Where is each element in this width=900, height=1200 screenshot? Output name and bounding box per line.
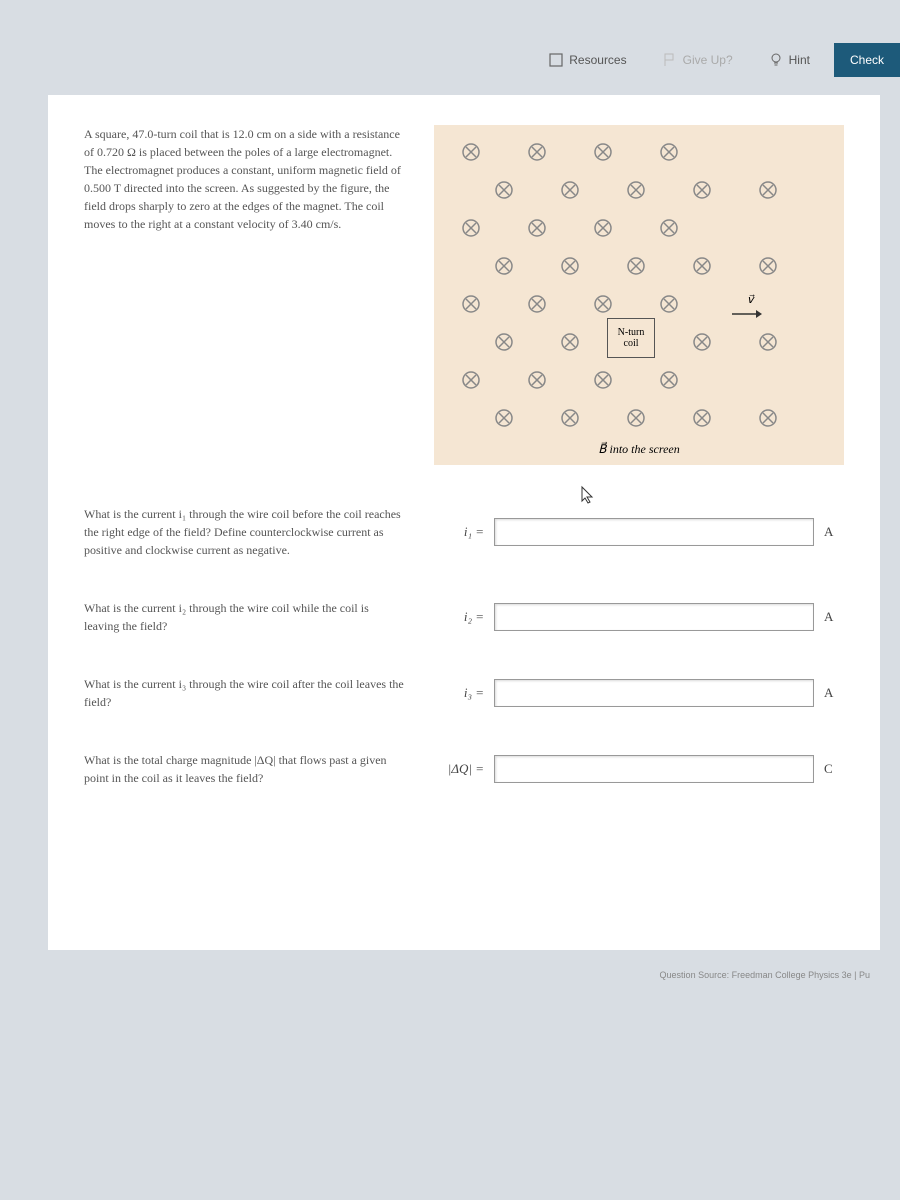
field-cross-icon — [693, 333, 711, 351]
field-cross-icon — [561, 257, 579, 275]
field-cross-icon — [462, 143, 480, 161]
field-cross-icon — [462, 295, 480, 313]
field-cross-icon — [627, 409, 645, 427]
field-cross-icon — [594, 143, 612, 161]
field-cross-icon — [759, 333, 777, 351]
field-cross-icon — [660, 371, 678, 389]
coil-label-1: N-turn — [618, 327, 645, 338]
field-cross-icon — [693, 257, 711, 275]
top-toolbar: Resources Give Up? Hint Check — [0, 40, 900, 80]
field-cross-icon — [693, 409, 711, 427]
resources-button[interactable]: Resources — [537, 47, 638, 73]
q1-input[interactable] — [494, 518, 814, 546]
field-cross-icon — [561, 409, 579, 427]
q4-input[interactable] — [494, 755, 814, 783]
q3-label: i₃ = — [434, 685, 484, 701]
field-cross-icon — [495, 257, 513, 275]
field-cross-icon — [660, 143, 678, 161]
field-cross-icon — [759, 181, 777, 199]
field-cross-icon — [495, 181, 513, 199]
q3-unit: A — [824, 685, 844, 701]
field-cross-icon — [528, 371, 546, 389]
velocity-label: v⃗ — [747, 293, 754, 306]
field-cross-icon — [561, 333, 579, 351]
q2-input[interactable] — [494, 603, 814, 631]
source-attribution: Question Source: Freedman College Physic… — [660, 970, 870, 980]
resources-label: Resources — [569, 53, 626, 67]
hint-button[interactable]: Hint — [757, 47, 822, 73]
q1-unit: A — [824, 524, 844, 540]
giveup-icon — [663, 53, 677, 67]
field-cross-icon — [594, 295, 612, 313]
q4-label: |ΔQ| = — [434, 761, 484, 777]
q3-input[interactable] — [494, 679, 814, 707]
giveup-label: Give Up? — [683, 53, 733, 67]
field-cross-icon — [594, 219, 612, 237]
field-cross-icon — [759, 257, 777, 275]
field-cross-icon — [528, 295, 546, 313]
field-cross-icon — [462, 219, 480, 237]
q1-text: What is the current i₁ through the wire … — [84, 505, 404, 559]
field-cross-icon — [627, 181, 645, 199]
field-cross-icon — [528, 143, 546, 161]
field-cross-icon — [495, 333, 513, 351]
field-cross-icon — [660, 295, 678, 313]
problem-statement: A square, 47.0-turn coil that is 12.0 cm… — [84, 125, 404, 465]
field-cross-icon — [660, 219, 678, 237]
field-cross-icon — [693, 181, 711, 199]
q2-label: i₂ = — [434, 609, 484, 625]
q3-text: What is the current i₃ through the wire … — [84, 675, 404, 711]
velocity-arrow-icon — [732, 308, 762, 320]
field-cross-icon — [495, 409, 513, 427]
giveup-button: Give Up? — [651, 47, 745, 73]
hint-icon — [769, 53, 783, 67]
q4-text: What is the total charge magnitude |ΔQ| … — [84, 751, 404, 787]
q2-text: What is the current i₂ through the wire … — [84, 599, 404, 635]
field-cross-icon — [462, 371, 480, 389]
field-cross-icon — [594, 371, 612, 389]
field-cross-icon — [561, 181, 579, 199]
question-page: A square, 47.0-turn coil that is 12.0 cm… — [48, 95, 880, 950]
diagram-caption: B⃗ into the screen — [434, 442, 844, 457]
hint-label: Hint — [789, 53, 810, 67]
field-cross-icon — [759, 409, 777, 427]
check-button[interactable]: Check — [834, 43, 900, 77]
coil-label-2: coil — [624, 338, 639, 349]
field-cross-icon — [627, 257, 645, 275]
resources-icon — [549, 53, 563, 67]
field-diagram: N-turncoil v⃗ B⃗ into the screen — [434, 125, 844, 465]
q4-unit: C — [824, 761, 844, 777]
check-label: Check — [850, 53, 884, 67]
field-cross-icon — [528, 219, 546, 237]
q2-unit: A — [824, 609, 844, 625]
coil-box: N-turncoil — [607, 318, 655, 358]
q1-label: i₁ = — [434, 524, 484, 540]
